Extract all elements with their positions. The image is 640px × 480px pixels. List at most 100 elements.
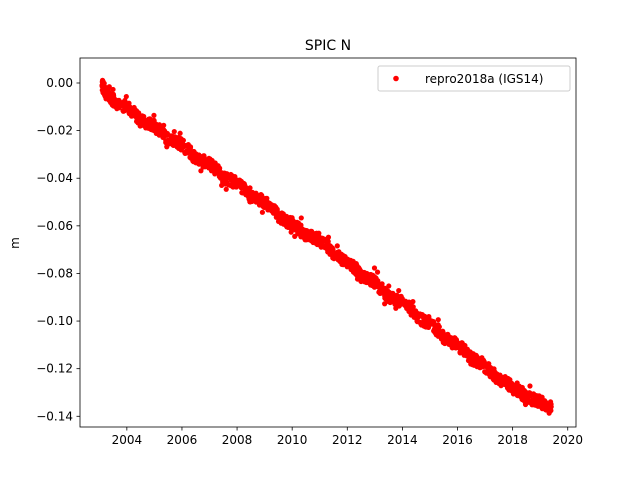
x-tick-label: 2012	[332, 433, 363, 447]
data-point	[504, 379, 510, 385]
plot-area	[79, 57, 577, 428]
data-point	[110, 103, 117, 109]
data-point	[209, 161, 215, 167]
data-point	[106, 84, 112, 90]
data-point	[127, 108, 133, 115]
data-point	[535, 393, 541, 399]
data-point	[372, 274, 378, 281]
data-point	[124, 103, 130, 109]
data-point	[207, 156, 213, 162]
data-point	[259, 209, 266, 215]
data-point	[497, 373, 503, 380]
data-point	[238, 178, 244, 184]
data-point	[402, 299, 408, 306]
data-point	[280, 212, 286, 218]
x-tick-label: 2004	[112, 433, 143, 447]
data-point	[116, 104, 122, 110]
data-point	[151, 112, 157, 118]
data-point	[505, 385, 511, 391]
y-axis: 0.00 −0.02 −0.04 −0.06 −0.08 −0.10 −0.12 −0.14	[36, 76, 80, 423]
data-point	[381, 286, 388, 292]
data-point	[177, 130, 183, 136]
data-point	[311, 239, 318, 245]
y-axis-label: m	[8, 237, 22, 249]
data-point	[374, 269, 381, 275]
chart-title: SPIC N	[305, 38, 351, 54]
data-point	[174, 144, 180, 150]
data-point	[116, 99, 123, 106]
data-point	[435, 317, 441, 323]
data-point	[485, 361, 491, 367]
data-point	[238, 185, 245, 191]
y-tick-label: 0.00	[46, 76, 73, 90]
data-point	[527, 383, 533, 389]
data-point	[304, 232, 310, 238]
data-point	[325, 247, 331, 254]
x-tick-label: 2008	[222, 433, 253, 447]
data-point	[436, 323, 442, 329]
data-point	[264, 199, 270, 205]
data-point	[376, 281, 383, 287]
data-point	[510, 391, 517, 397]
data-point	[325, 238, 331, 245]
data-point	[382, 301, 388, 307]
data-point	[334, 243, 340, 249]
data-point	[359, 269, 365, 275]
data-point	[438, 330, 444, 336]
data-point	[525, 399, 532, 405]
data-point	[331, 256, 337, 262]
data-point	[209, 165, 215, 171]
x-tick-label: 2006	[167, 433, 198, 447]
data-point	[171, 128, 177, 135]
data-point	[317, 242, 323, 248]
data-point	[250, 198, 256, 204]
data-point	[422, 313, 428, 319]
data-point	[247, 185, 253, 191]
data-point	[386, 294, 393, 300]
data-point	[469, 355, 475, 362]
y-tick-label: −0.10	[36, 314, 73, 328]
x-axis: 2004 2006 2008 2010 2012 2014 2016 2018 2020	[112, 427, 583, 447]
data-point	[198, 168, 204, 174]
data-point	[362, 279, 368, 285]
data-point	[297, 225, 304, 231]
data-point	[409, 305, 416, 311]
data-point	[221, 180, 227, 186]
x-tick-label: 2020	[552, 433, 583, 447]
data-point	[473, 352, 479, 358]
data-point	[292, 227, 298, 233]
data-point	[348, 266, 354, 273]
data-points	[99, 77, 554, 416]
data-point	[162, 128, 168, 134]
data-point	[496, 380, 502, 387]
data-point	[223, 186, 229, 192]
data-point	[299, 231, 305, 238]
x-tick-label: 2010	[277, 433, 308, 447]
y-tick-label: −0.12	[36, 362, 73, 376]
data-point	[339, 256, 345, 262]
data-point	[415, 313, 421, 320]
data-point	[348, 259, 354, 265]
data-point	[229, 182, 235, 188]
data-point	[224, 171, 230, 177]
legend-marker	[393, 75, 399, 82]
legend: repro2018a (IGS14)	[377, 65, 571, 92]
data-point	[336, 249, 342, 255]
data-point	[110, 86, 116, 93]
data-point	[292, 233, 298, 239]
data-point	[339, 261, 345, 268]
data-point	[193, 155, 199, 161]
data-point	[123, 93, 129, 100]
y-tick-label: −0.06	[36, 219, 73, 233]
data-point	[325, 234, 332, 240]
data-point	[371, 265, 378, 271]
x-tick-label: 2018	[497, 433, 528, 447]
data-point	[272, 209, 278, 215]
plot-frame	[79, 57, 577, 428]
data-point	[140, 118, 146, 124]
data-point	[285, 223, 291, 229]
y-tick-label: −0.14	[36, 409, 73, 423]
x-tick-label: 2014	[387, 433, 418, 447]
data-point	[354, 269, 361, 275]
